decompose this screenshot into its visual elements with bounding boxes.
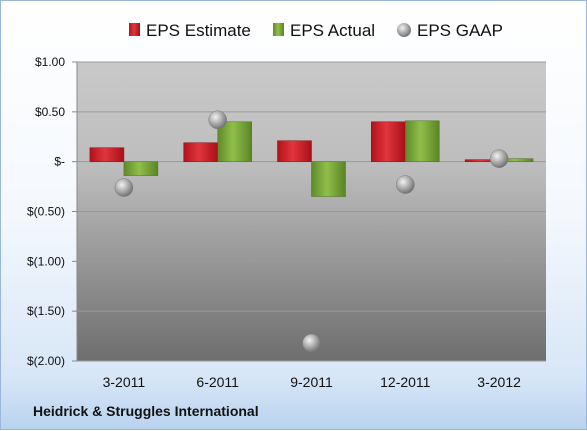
y-axis: $1.00 $0.50 $- $(0.50) $(1.00) $(1.50) $(2.00)	[27, 55, 78, 368]
bar-eps-actual	[311, 161, 346, 197]
point-eps-gaap	[208, 110, 227, 130]
legend-label-estimate: EPS Estimate	[146, 21, 251, 40]
y-tick-label: $(1.50)	[27, 304, 65, 318]
bar-eps-estimate	[371, 121, 406, 162]
x-axis: 3-2011 6-2011 9-2011 12-2011 3-2012	[103, 374, 521, 390]
bar-eps-actual	[217, 121, 252, 162]
legend-label-gaap: EPS GAAP	[417, 21, 503, 40]
bars	[89, 120, 534, 197]
x-tick-label: 9-2011	[290, 374, 333, 390]
bar-eps-actual	[405, 120, 440, 162]
bar-eps-estimate	[89, 147, 125, 162]
legend-swatch-actual	[273, 23, 284, 36]
legend-swatch-estimate	[129, 23, 140, 36]
bar-eps-estimate	[183, 142, 218, 162]
legend-swatch-gaap	[397, 23, 411, 37]
y-tick-label: $0.50	[35, 105, 65, 119]
bar-eps-estimate	[277, 140, 312, 162]
point-eps-gaap	[302, 333, 321, 353]
y-tick-label: $(1.00)	[27, 254, 65, 268]
y-tick-label: $-	[54, 155, 65, 169]
gaap-points	[114, 110, 509, 353]
point-eps-gaap	[396, 175, 415, 194]
x-tick-label: 3-2011	[103, 374, 146, 390]
point-eps-gaap	[489, 149, 509, 168]
point-eps-gaap	[114, 178, 134, 197]
y-tick-label: $(2.00)	[27, 354, 65, 368]
company-name: Heidrick & Struggles International	[33, 403, 259, 419]
legend-label-actual: EPS Actual	[290, 21, 375, 40]
x-tick-label: 3-2012	[477, 374, 521, 390]
x-tick-label: 6-2011	[196, 374, 239, 390]
bar-eps-actual	[123, 161, 159, 176]
x-tick-label: 12-2011	[380, 374, 431, 390]
legend: EPS Estimate EPS Actual EPS GAAP	[129, 21, 503, 40]
y-tick-label: $1.00	[35, 55, 65, 69]
y-tick-label: $(0.50)	[27, 205, 65, 219]
